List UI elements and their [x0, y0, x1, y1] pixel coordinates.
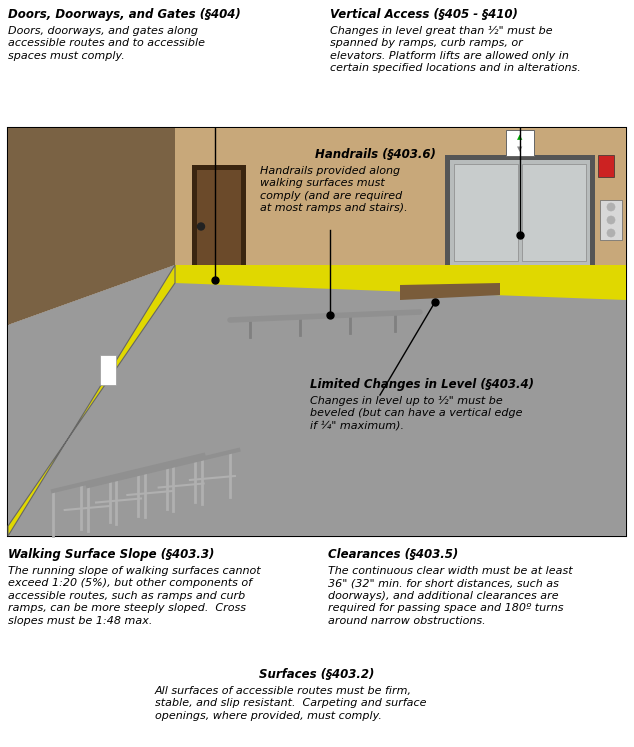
- Polygon shape: [175, 265, 440, 293]
- Polygon shape: [8, 265, 626, 536]
- Text: Doors, Doorways, and Gates (§404): Doors, Doorways, and Gates (§404): [8, 8, 241, 21]
- Text: Doors, doorways, and gates along
accessible routes and to accessible
spaces must: Doors, doorways, and gates along accessi…: [8, 26, 205, 61]
- Text: Handrails (§403.6): Handrails (§403.6): [315, 148, 436, 161]
- Bar: [450, 160, 590, 265]
- Text: ▼: ▼: [517, 146, 522, 152]
- Polygon shape: [8, 128, 175, 325]
- Bar: [598, 155, 614, 177]
- Polygon shape: [8, 265, 175, 536]
- Circle shape: [607, 229, 615, 237]
- Text: Surfaces (§403.2): Surfaces (§403.2): [259, 668, 375, 681]
- Bar: [522, 164, 586, 261]
- Bar: [100, 355, 116, 385]
- Polygon shape: [8, 265, 175, 536]
- Bar: [192, 165, 246, 265]
- Polygon shape: [400, 283, 500, 300]
- Bar: [600, 200, 622, 240]
- Circle shape: [198, 223, 205, 230]
- Circle shape: [607, 216, 615, 224]
- Text: ▲: ▲: [517, 134, 522, 140]
- Text: Changes in level up to ½" must be
beveled (but can have a vertical edge
if ¼" ma: Changes in level up to ½" must be bevele…: [310, 396, 522, 431]
- Text: Changes in level great than ½" must be
spanned by ramps, curb ramps, or
elevator: Changes in level great than ½" must be s…: [330, 26, 581, 73]
- Text: All surfaces of accessible routes must be firm,
stable, and slip resistant.  Car: All surfaces of accessible routes must b…: [155, 686, 427, 721]
- Bar: [197, 170, 241, 265]
- Text: Vertical Access (§405 - §410): Vertical Access (§405 - §410): [330, 8, 518, 21]
- Bar: [445, 155, 595, 265]
- Polygon shape: [440, 265, 626, 300]
- Bar: [8, 128, 626, 536]
- Text: Handrails provided along
walking surfaces must
comply (and are required
at most : Handrails provided along walking surface…: [260, 166, 408, 213]
- Text: Walking Surface Slope (§403.3): Walking Surface Slope (§403.3): [8, 548, 214, 561]
- Bar: [506, 130, 534, 156]
- Circle shape: [607, 203, 615, 211]
- Text: The continuous clear width must be at least
36" (32" min. for short distances, s: The continuous clear width must be at le…: [328, 566, 573, 625]
- Polygon shape: [175, 128, 626, 265]
- Text: Limited Changes in Level (§403.4): Limited Changes in Level (§403.4): [310, 378, 534, 391]
- Text: Clearances (§403.5): Clearances (§403.5): [328, 548, 458, 561]
- Bar: [454, 164, 518, 261]
- Text: The running slope of walking surfaces cannot
exceed 1:20 (5%), but other compone: The running slope of walking surfaces ca…: [8, 566, 261, 625]
